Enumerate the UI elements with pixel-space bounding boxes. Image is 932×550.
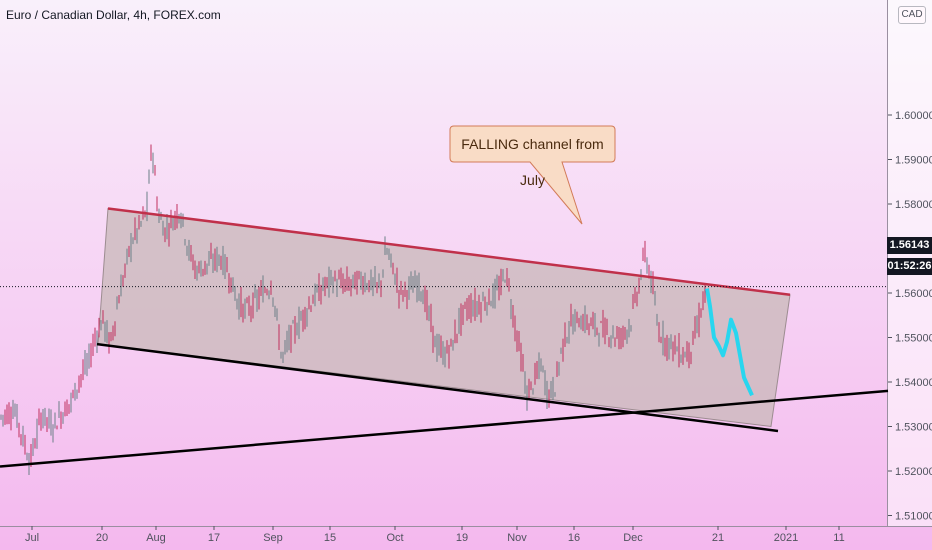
- trend-lines-layer: [0, 207, 889, 468]
- x-tick-label: Aug: [146, 532, 166, 544]
- chart-title: Euro / Canadian Dollar, 4h, FOREX.com: [6, 8, 221, 22]
- x-tick-label: 15: [324, 532, 336, 544]
- y-tick-label: 1.52000: [895, 466, 932, 478]
- projection-layer: [705, 288, 754, 397]
- channel-bottom-line[interactable]: [96, 342, 779, 433]
- time-axis[interactable]: Jul 20 Aug 17 Sep 15 Oct 19 Nov 16 Dec 21 2021 11: [25, 526, 845, 544]
- x-tick-label: Jul: [25, 532, 39, 544]
- x-tick-label: 19: [456, 532, 468, 544]
- y-tick-label: 1.59000: [895, 155, 932, 167]
- bar-countdown-label: 01:52:26: [887, 258, 932, 275]
- y-tick-label: 1.56000: [895, 288, 932, 300]
- y-tick-label: 1.60000: [895, 110, 932, 122]
- callout-text: FALLING channel from July: [461, 136, 604, 188]
- x-tick-label: 20: [96, 532, 108, 544]
- x-tick-label: 2021: [774, 532, 798, 544]
- y-tick-label: 1.55000: [895, 333, 932, 345]
- x-tick-label: 11: [833, 532, 844, 544]
- y-tick-label: 1.58000: [895, 199, 932, 211]
- x-tick-label: 16: [568, 532, 580, 544]
- x-tick-label: 17: [208, 532, 220, 544]
- x-tick-label: 21: [712, 532, 724, 544]
- support-trend-line[interactable]: [0, 389, 889, 468]
- callout-bubble[interactable]: [449, 125, 616, 225]
- y-tick-label: 1.54000: [895, 377, 932, 389]
- currency-badge[interactable]: CAD: [898, 6, 926, 24]
- x-tick-label: Oct: [386, 532, 403, 544]
- candles-layer: [0, 144, 706, 476]
- y-tick-label: 1.53000: [895, 422, 932, 434]
- x-tick-label: Nov: [507, 532, 527, 544]
- last-price-label: 1.56143: [887, 237, 932, 254]
- x-tick-label: Sep: [263, 532, 283, 544]
- price-projection-path[interactable]: [705, 288, 754, 397]
- channel-top-line[interactable]: [107, 207, 791, 297]
- x-tick-label: Dec: [623, 532, 643, 544]
- y-tick-label: 1.51000: [895, 511, 932, 523]
